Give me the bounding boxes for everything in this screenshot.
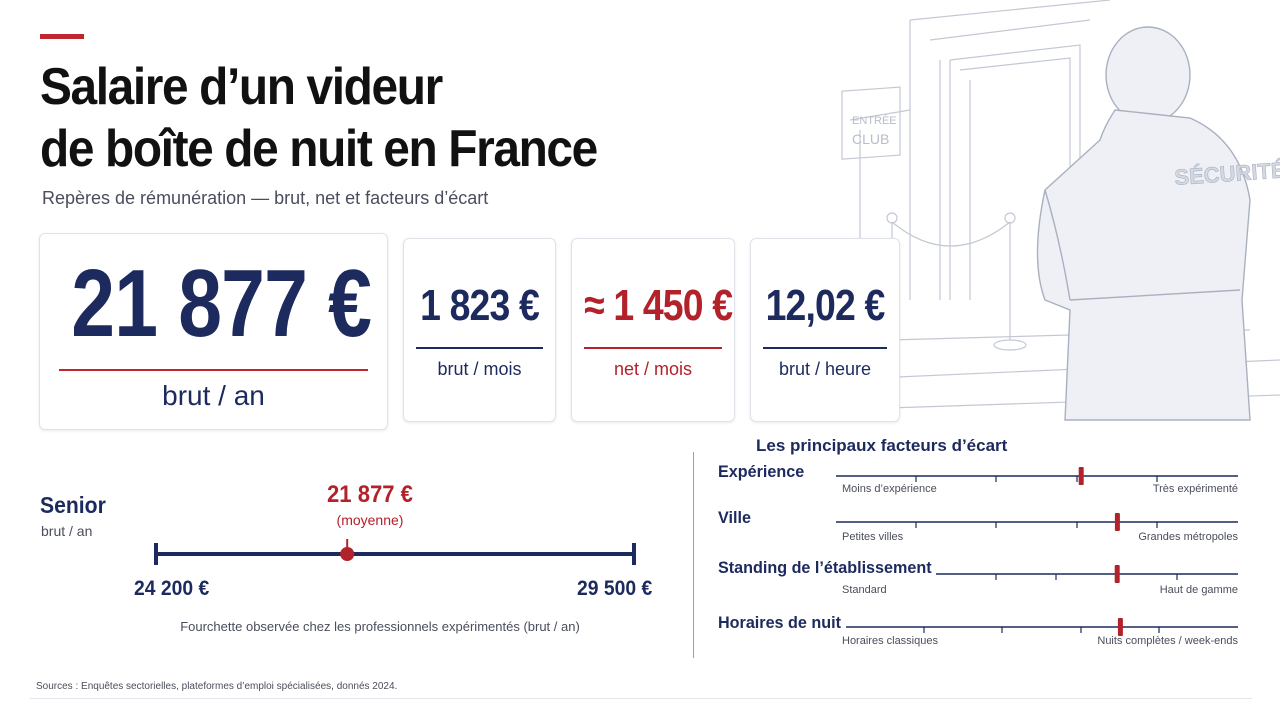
club-sign-line2: CLUB <box>852 131 889 147</box>
bouncer-illustration: SÉCURITÉ ENTRÉE CLUB <box>830 0 1280 421</box>
range-average-label: (moyenne) <box>336 512 404 528</box>
factor-experience: Expérience Moins d’expérience Très expér… <box>718 462 1238 502</box>
salary-range-bar <box>154 539 636 565</box>
footer-divider <box>30 698 1252 699</box>
range-average-value: 21 877 € <box>327 481 413 508</box>
page-subtitle: Repères de rémunération — brut, net et f… <box>42 188 489 208</box>
hourly-gross-label: brut / heure <box>778 359 872 379</box>
monthly-gross-value: 1 823 € <box>420 281 540 330</box>
factor-marker <box>1114 513 1120 531</box>
factor-min-label: Petites villes <box>842 531 904 543</box>
monthly-gross-label: brut / mois <box>437 359 522 379</box>
range-subtitle: brut / an <box>41 523 93 539</box>
factor-scale <box>836 467 1238 485</box>
factor-marker <box>1114 565 1120 583</box>
range-average-marker <box>340 547 355 561</box>
monthly-gross-rule <box>416 347 543 349</box>
factor-min-label: Horaires classiques <box>842 635 938 647</box>
sources-note: Sources : Enquêtes sectorielles, platefo… <box>36 681 398 692</box>
factor-max-label: Nuits complètes / week-ends <box>1097 635 1238 647</box>
factor-scale <box>936 565 1238 583</box>
factor-name: Horaires de nuit <box>718 613 841 632</box>
factor-min-label: Standard <box>842 584 887 596</box>
factor-name: Expérience <box>718 462 805 481</box>
page-title: Salaire d’un videur de boîte de nuit en … <box>40 56 598 180</box>
factor-scale <box>846 618 1238 636</box>
title-accent-bar <box>40 34 84 39</box>
hourly-gross-rule <box>763 347 887 349</box>
range-caption: Fourchette observée chez les professionn… <box>180 619 580 634</box>
factor-max-label: Grandes métropoles <box>1138 531 1238 543</box>
hourly-gross-value: 12,02 € <box>765 281 886 330</box>
club-sign-line1: ENTRÉE <box>852 114 897 127</box>
factor-name: Ville <box>718 508 751 527</box>
monthly-net-rule <box>584 347 722 349</box>
section-divider <box>693 452 694 658</box>
annual-gross-label: brut / an <box>162 380 265 411</box>
hourly-gross-card: 12,02 € brut / heure <box>750 238 900 422</box>
monthly-net-card: ≈ 1 450 € net / mois <box>571 238 735 422</box>
monthly-net-value: ≈ 1 450 € <box>584 281 733 330</box>
range-max-value: 29 500 € <box>577 577 653 600</box>
title-line-1: Salaire d’un videur <box>40 58 443 116</box>
factor-city: Ville Petites villes Grandes métropoles <box>718 508 1238 548</box>
factor-max-label: Très expérimenté <box>1152 483 1238 495</box>
factor-marker <box>1117 618 1123 636</box>
range-title: Senior <box>40 492 106 518</box>
factor-standing: Standing de l’établissement Standard Hau… <box>718 558 1238 598</box>
annual-gross-card: 21 877 € brut / an <box>39 233 388 430</box>
monthly-gross-card: 1 823 € brut / mois <box>403 238 556 422</box>
annual-gross-value: 21 877 € <box>71 250 372 357</box>
factor-min-label: Moins d’expérience <box>842 483 937 495</box>
factor-scale <box>836 513 1238 531</box>
range-min-value: 24 200 € <box>134 577 210 600</box>
factors-title: Les principaux facteurs d’écart <box>756 436 1008 455</box>
annual-gross-rule <box>59 369 368 371</box>
factor-name: Standing de l’établissement <box>718 558 932 577</box>
factor-night-hours: Horaires de nuit Horaires classiques Nui… <box>718 613 1238 653</box>
factor-marker <box>1078 467 1084 485</box>
title-line-2: de boîte de nuit en France <box>40 120 598 178</box>
factor-max-label: Haut de gamme <box>1159 584 1238 596</box>
monthly-net-label: net / mois <box>613 359 693 379</box>
